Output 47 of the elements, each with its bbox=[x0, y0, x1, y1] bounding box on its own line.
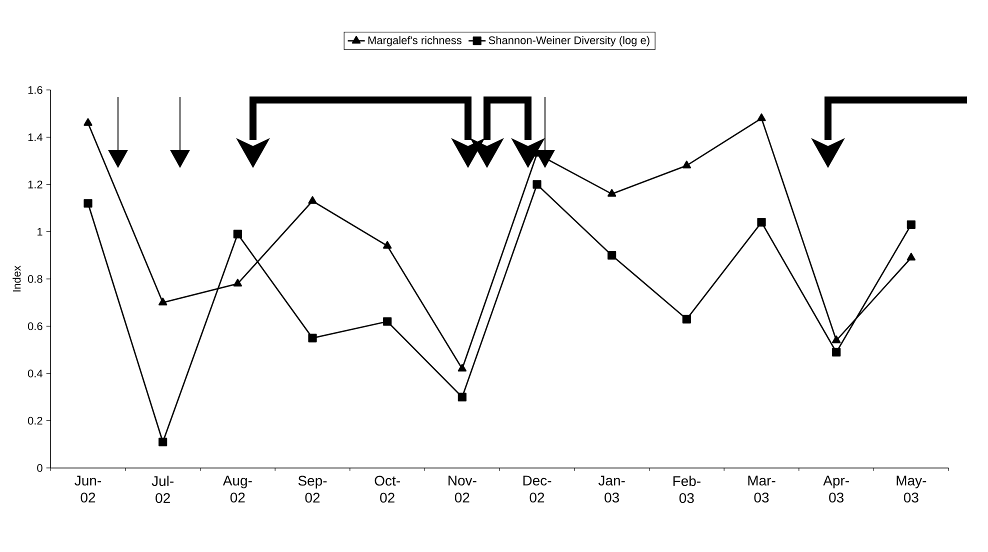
point bbox=[158, 298, 168, 306]
point bbox=[832, 336, 841, 344]
point bbox=[682, 314, 691, 324]
x-tick-label: Oct-02 bbox=[374, 476, 400, 503]
point bbox=[757, 113, 766, 122]
y-tick-label: 1 bbox=[38, 228, 42, 236]
x-tick-label: Mar-03 bbox=[748, 476, 776, 503]
x-tick-label: May-03 bbox=[896, 476, 926, 503]
point bbox=[233, 278, 242, 287]
point bbox=[458, 364, 467, 372]
x-tick-label: Jun-02 bbox=[74, 476, 102, 503]
x-tick-label: Aug-02 bbox=[222, 476, 252, 503]
point bbox=[308, 196, 317, 204]
point bbox=[233, 230, 242, 238]
legend-label: Shannon-Weiner Diversity (log e) bbox=[488, 36, 650, 46]
point bbox=[308, 334, 317, 342]
point bbox=[458, 392, 466, 402]
x-tick-label: Jul-02 bbox=[152, 476, 174, 504]
point bbox=[682, 160, 692, 168]
y-tick-label: 1.2 bbox=[28, 180, 42, 188]
point bbox=[383, 317, 392, 326]
point bbox=[608, 189, 616, 197]
point bbox=[608, 251, 616, 260]
point bbox=[906, 252, 916, 261]
point bbox=[532, 180, 542, 189]
x-tick-label: Jan-03 bbox=[598, 476, 625, 503]
point bbox=[906, 220, 916, 229]
y-tick-label: 1.6 bbox=[28, 86, 42, 94]
point bbox=[158, 438, 168, 446]
y-tick-label: 0.8 bbox=[28, 275, 42, 283]
legend-label: Margalef's richness bbox=[368, 36, 462, 46]
x-tick-label: Dec-02 bbox=[523, 476, 552, 503]
y-tick-label: 0 bbox=[37, 464, 42, 472]
x-tick-label: Sep-02 bbox=[298, 476, 327, 503]
x-tick-label: Feb-03 bbox=[673, 476, 700, 504]
point bbox=[383, 241, 392, 249]
point bbox=[832, 348, 841, 357]
y-tick-label: 1.4 bbox=[28, 133, 42, 142]
y-tick-label: 0.6 bbox=[28, 322, 42, 330]
point bbox=[84, 199, 92, 208]
y-tick-label: 0.2 bbox=[28, 416, 42, 425]
point bbox=[84, 118, 92, 126]
x-tick-label: Apr-03 bbox=[823, 476, 849, 503]
y-tick-label: 0.4 bbox=[28, 370, 42, 378]
x-tick-label: Nov-02 bbox=[448, 476, 476, 503]
y-axis-title: Index bbox=[12, 266, 21, 292]
point bbox=[757, 218, 766, 227]
